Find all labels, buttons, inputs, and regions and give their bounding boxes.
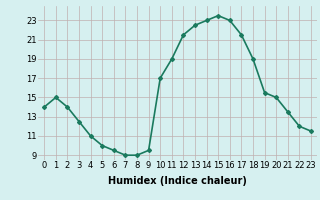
X-axis label: Humidex (Indice chaleur): Humidex (Indice chaleur)	[108, 176, 247, 186]
